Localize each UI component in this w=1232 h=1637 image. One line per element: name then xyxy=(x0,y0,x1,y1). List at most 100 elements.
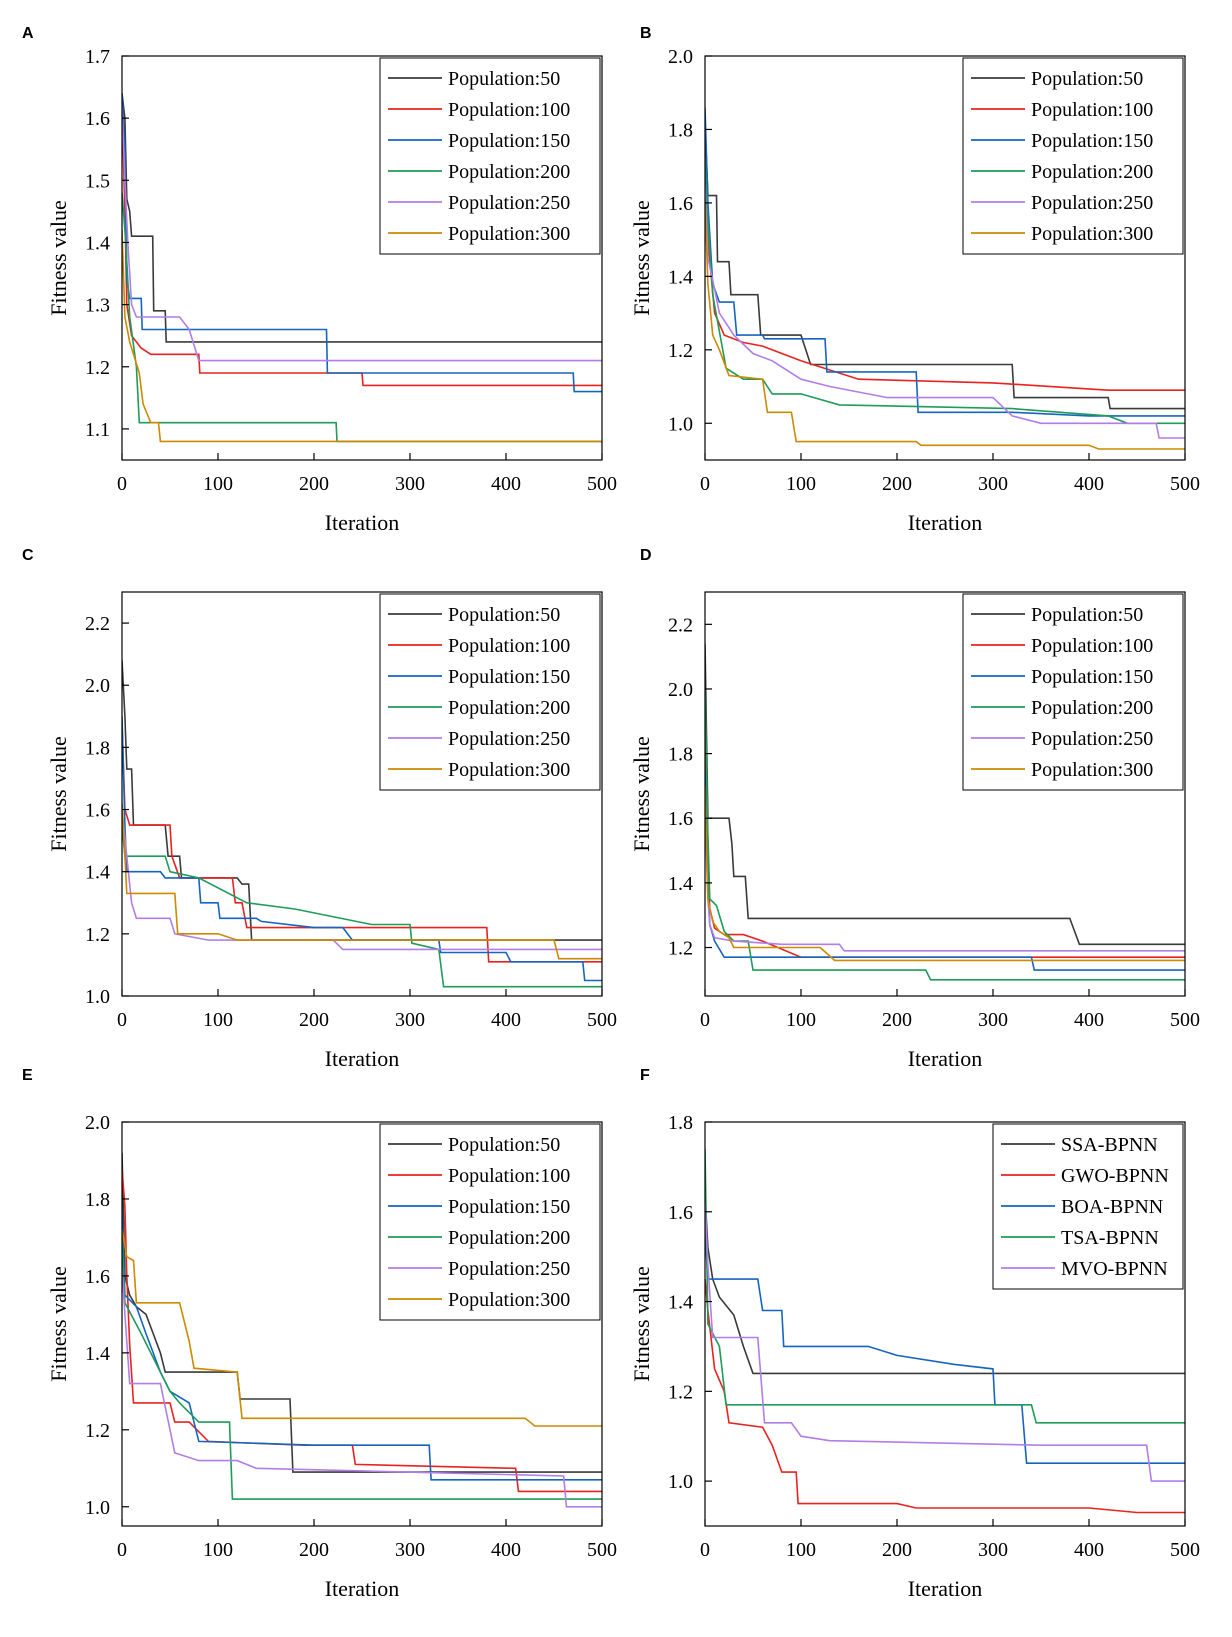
y-tick-label: 1.2 xyxy=(668,938,693,960)
legend-label: Population:200 xyxy=(448,161,570,183)
legend: Population:50 Population:100 Population:15… xyxy=(379,593,601,791)
y-tick-label: 1.4 xyxy=(668,873,693,895)
y-tick-label: 2.0 xyxy=(85,1112,110,1134)
x-tick-label: 300 xyxy=(395,1009,425,1031)
x-tick-label: 200 xyxy=(299,473,329,495)
x-tick-label: 500 xyxy=(1170,1009,1200,1031)
series-line xyxy=(122,1268,602,1508)
x-tick-label: 300 xyxy=(395,1539,425,1561)
x-tick-label: 300 xyxy=(978,473,1008,495)
legend-label: Population:300 xyxy=(1031,759,1153,781)
x-axis-title: Iteration xyxy=(325,510,400,535)
series-line xyxy=(122,722,602,963)
legend-label: Population:100 xyxy=(448,99,570,121)
legend-label: Population:300 xyxy=(1031,223,1153,245)
series-line xyxy=(705,643,1185,946)
panel-letter: B xyxy=(640,25,652,42)
chart-panel-d: D 0 100 200 300 400 500 1.2 1.4 1.6 1.8 2.0 2.2 Itera… xyxy=(629,547,1200,1071)
y-tick-label: 1.2 xyxy=(85,1420,110,1442)
x-axis-title: Iteration xyxy=(325,1576,400,1601)
legend-box xyxy=(379,1123,601,1321)
legend-label: Population:300 xyxy=(448,759,570,781)
legend-label: Population:250 xyxy=(1031,192,1153,214)
x-tick-label: 0 xyxy=(117,1539,127,1561)
legend-label: Population:250 xyxy=(1031,728,1153,750)
legend: Population:50 Population:100 Population:15… xyxy=(962,57,1184,255)
x-tick-label: 100 xyxy=(786,1009,816,1031)
series-line xyxy=(122,105,602,362)
series-line xyxy=(122,93,602,393)
series-line xyxy=(122,716,602,982)
series-line xyxy=(705,785,1185,962)
y-tick-label: 1.2 xyxy=(668,1381,693,1403)
x-tick-label: 200 xyxy=(299,1009,329,1031)
series-line xyxy=(705,158,1185,425)
series-group xyxy=(122,93,602,443)
x-tick-label: 300 xyxy=(978,1539,1008,1561)
y-tick-label: 2.0 xyxy=(85,675,110,697)
series-group xyxy=(705,1148,1185,1514)
x-tick-label: 0 xyxy=(117,473,127,495)
x-axis-title: Iteration xyxy=(325,1046,400,1071)
chart-panel-b: B 0 100 200 300 400 500 1.0 1.2 1.4 1.6 1.8 2.0 Itera… xyxy=(629,25,1200,535)
series-line xyxy=(122,1237,602,1500)
series-group xyxy=(122,660,602,988)
legend-label: MVO-BPNN xyxy=(1061,1258,1168,1280)
y-tick-label: 1.8 xyxy=(668,119,693,141)
x-tick-label: 400 xyxy=(491,1539,521,1561)
legend-label: Population:150 xyxy=(1031,130,1153,152)
series-line xyxy=(122,1229,602,1427)
series-line xyxy=(122,803,602,960)
legend-label: Population:300 xyxy=(448,1289,570,1311)
plot-frame xyxy=(704,55,1186,461)
legend: Population:50 Population:100 Population:15… xyxy=(379,57,601,255)
x-tick-label: 500 xyxy=(1170,1539,1200,1561)
legend-label: Population:50 xyxy=(448,1134,560,1156)
legend-label: Population:250 xyxy=(448,1258,570,1280)
series-group xyxy=(705,107,1185,450)
legend-label: Population:200 xyxy=(448,697,570,719)
series-line xyxy=(122,809,602,951)
series-line xyxy=(122,1152,602,1473)
y-tick-label: 1.0 xyxy=(85,1497,110,1519)
y-tick-label: 1.2 xyxy=(668,340,693,362)
series-line xyxy=(705,811,1185,952)
chart-panel-c: C 0 100 200 300 400 500 1.0 1.2 1.4 1.6 1.8 2.0 2.2 It… xyxy=(22,547,617,1071)
legend-label: Population:150 xyxy=(448,1196,570,1218)
legend-box xyxy=(379,593,601,791)
legend-label: Population:200 xyxy=(1031,697,1153,719)
x-tick-label: 400 xyxy=(1074,473,1104,495)
legend-label: Population:250 xyxy=(448,192,570,214)
x-tick-label: 400 xyxy=(1074,1009,1104,1031)
legend-box xyxy=(962,57,1184,255)
x-tick-label: 100 xyxy=(786,1539,816,1561)
y-tick-label: 1.4 xyxy=(668,1292,693,1314)
y-tick-label: 1.4 xyxy=(85,862,110,884)
legend-label: BOA-BPNN xyxy=(1061,1196,1163,1218)
series-line xyxy=(122,1206,602,1481)
legend-label: Population:50 xyxy=(1031,68,1143,90)
y-tick-label: 1.8 xyxy=(668,1112,693,1134)
series-line xyxy=(705,1202,1185,1482)
series-line xyxy=(705,1193,1185,1375)
x-tick-label: 500 xyxy=(587,473,617,495)
legend-label: Population:100 xyxy=(448,635,570,657)
legend-label: Population:250 xyxy=(448,728,570,750)
legend-label: TSA-BPNN xyxy=(1061,1227,1159,1249)
legend-label: Population:100 xyxy=(1031,635,1153,657)
series-line xyxy=(122,192,602,443)
x-tick-label: 400 xyxy=(491,1009,521,1031)
legend-label: Population:200 xyxy=(448,1227,570,1249)
y-tick-label: 1.6 xyxy=(668,808,693,830)
y-tick-label: 1.8 xyxy=(668,744,693,766)
legend-box xyxy=(962,593,1184,791)
y-axis-title: Fitness value xyxy=(46,1266,71,1382)
x-tick-label: 0 xyxy=(700,1009,710,1031)
plot-frame xyxy=(704,591,1186,997)
chart-panel-a: A 0 100 200 300 400 500 1.1 1.2 1.3 1.4 1.5 1.6 1.7 It… xyxy=(22,25,617,535)
x-tick-label: 200 xyxy=(299,1539,329,1561)
x-tick-label: 500 xyxy=(1170,473,1200,495)
x-tick-label: 500 xyxy=(587,1009,617,1031)
series-line xyxy=(705,769,1185,971)
